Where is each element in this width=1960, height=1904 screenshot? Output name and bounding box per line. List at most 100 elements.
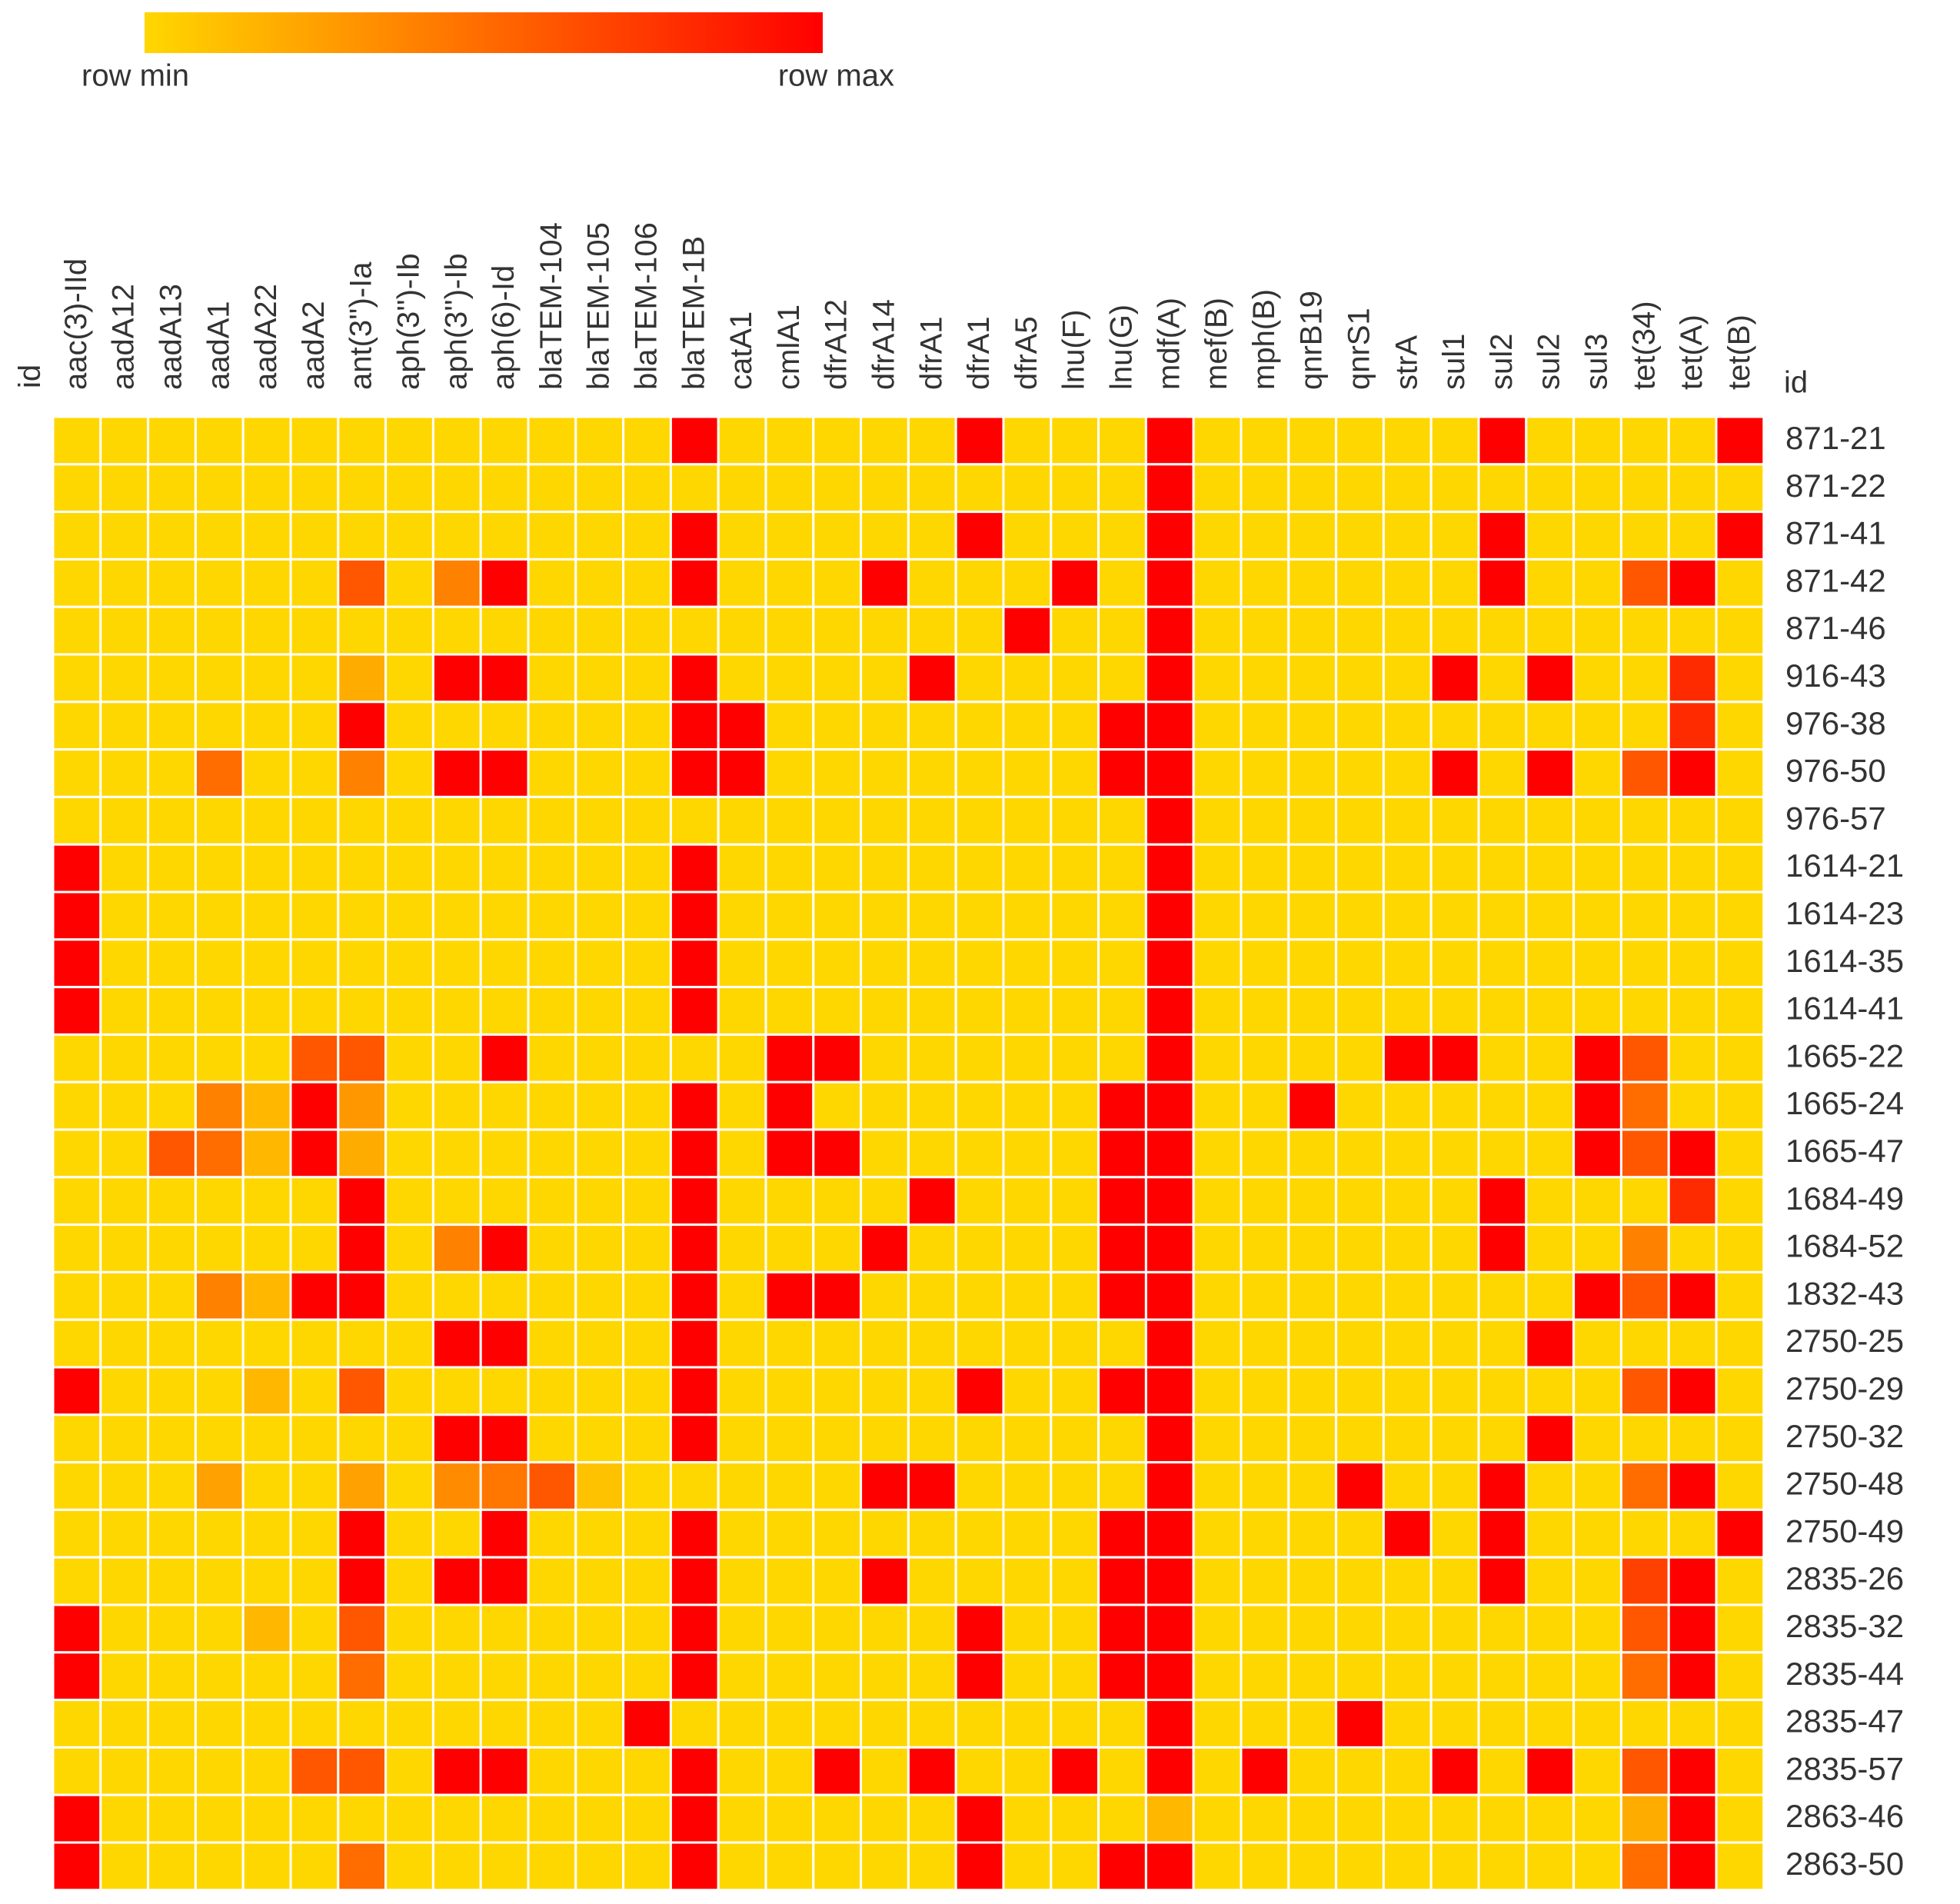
heatmap-cell: [1619, 605, 1670, 656]
heatmap-cell: [147, 463, 197, 514]
heatmap-cell: [241, 1556, 292, 1606]
heatmap-cell: [717, 1556, 767, 1606]
heatmap-cell: [1572, 1080, 1622, 1131]
heatmap-cell: [860, 1508, 910, 1559]
heatmap-cell: [1287, 1366, 1338, 1416]
heatmap-cell: [1144, 795, 1195, 846]
heatmap-cell: [1619, 1699, 1670, 1749]
heatmap-cell: [1192, 511, 1243, 561]
heatmap-cell: [147, 1318, 197, 1369]
heatmap-cell: [1715, 938, 1765, 989]
heatmap-cell: [574, 890, 625, 941]
heatmap-cell: [1667, 795, 1718, 846]
heatmap-cell: [717, 1033, 767, 1083]
heatmap-cell: [52, 701, 102, 751]
heatmap-cell: [1335, 1603, 1385, 1654]
heatmap-cell: [337, 1841, 388, 1892]
heatmap-cell: [812, 463, 863, 514]
heatmap-cell: [1477, 795, 1528, 846]
heatmap-cell: [431, 1651, 482, 1702]
heatmap-cell: [954, 1176, 1005, 1227]
column-label: dfrA5: [1010, 316, 1043, 390]
heatmap-cell: [860, 1033, 910, 1083]
heatmap-cell: [1619, 1556, 1670, 1606]
heatmap-cell: [1335, 1366, 1385, 1416]
heatmap-cell: [622, 463, 672, 514]
row-label: 2750-29: [1785, 1370, 1904, 1406]
heatmap-cell: [717, 748, 767, 798]
heatmap-cell: [954, 795, 1005, 846]
heatmap-cell: [1287, 986, 1338, 1036]
heatmap-cell: [147, 1128, 197, 1179]
heatmap-cell: [1715, 511, 1765, 561]
heatmap-cell: [384, 1793, 434, 1844]
heatmap-cell: [907, 558, 957, 608]
heatmap-cell: [1572, 605, 1622, 656]
heatmap-cell: [147, 938, 197, 989]
heatmap-cell: [1097, 1318, 1147, 1369]
heatmap-cell: [384, 1699, 434, 1749]
heatmap-cell: [1667, 938, 1718, 989]
heatmap-cell: [52, 605, 102, 656]
heatmap-cell: [1097, 1080, 1147, 1131]
heatmap-cell: [1477, 1413, 1528, 1464]
heatmap-cell: [812, 653, 863, 704]
heatmap-cell: [1572, 890, 1622, 941]
heatmap-cell: [717, 1461, 767, 1511]
heatmap-cell: [289, 748, 340, 798]
heatmap-cell: [52, 1270, 102, 1321]
heatmap-cell: [954, 415, 1005, 466]
heatmap-cell: [1715, 1651, 1765, 1702]
heatmap-cell: [1429, 1556, 1480, 1606]
heatmap-cell: [1525, 1318, 1576, 1369]
heatmap-cell: [1619, 1508, 1670, 1559]
heatmap-cell: [860, 605, 910, 656]
heatmap-cell: [812, 1603, 863, 1654]
heatmap-cell: [241, 1651, 292, 1702]
heatmap-cell: [1050, 1793, 1100, 1844]
heatmap-cell: [1050, 1556, 1100, 1606]
heatmap-cell: [289, 1366, 340, 1416]
heatmap-cell: [812, 511, 863, 561]
heatmap-cell: [717, 1413, 767, 1464]
heatmap-cell: [954, 1841, 1005, 1892]
heatmap-cell: [1144, 1699, 1195, 1749]
heatmap-cell: [812, 1651, 863, 1702]
heatmap-cell: [99, 1223, 150, 1273]
heatmap-cell: [954, 1556, 1005, 1606]
heatmap-cell: [574, 1033, 625, 1083]
heatmap-cell: [337, 1556, 388, 1606]
heatmap-cell: [1667, 748, 1718, 798]
row-label: 2750-49: [1785, 1513, 1904, 1549]
heatmap-cell: [669, 1176, 720, 1227]
heatmap-cell: [717, 1651, 767, 1702]
heatmap-cell: [812, 843, 863, 894]
heatmap-cell: [812, 1699, 863, 1749]
heatmap-cell: [147, 1603, 197, 1654]
heatmap-cell: [337, 463, 388, 514]
heatmap-cell: [52, 1318, 102, 1369]
heatmap-cell: [1619, 558, 1670, 608]
heatmap-cell: [384, 986, 434, 1036]
heatmap-cell: [1477, 1651, 1528, 1702]
heatmap-cell: [574, 1841, 625, 1892]
heatmap-cell: [1240, 1793, 1290, 1844]
heatmap-cell: [1287, 795, 1338, 846]
heatmap-cell: [1525, 986, 1576, 1036]
heatmap-cell: [1429, 843, 1480, 894]
heatmap-cell: [241, 463, 292, 514]
heatmap-cell: [147, 1413, 197, 1464]
heatmap-cell: [337, 1413, 388, 1464]
heatmap-cell: [622, 701, 672, 751]
heatmap-cell: [241, 1508, 292, 1559]
heatmap-cell: [289, 1318, 340, 1369]
heatmap-cell: [194, 748, 245, 798]
heatmap-cell: [1097, 1603, 1147, 1654]
heatmap-cell: [1572, 463, 1622, 514]
heatmap-cell: [241, 1033, 292, 1083]
heatmap-cell: [1050, 558, 1100, 608]
heatmap-cell: [1002, 1508, 1053, 1559]
heatmap-cell: [622, 1080, 672, 1131]
heatmap-cell: [147, 1033, 197, 1083]
heatmap-cell: [1429, 1508, 1480, 1559]
